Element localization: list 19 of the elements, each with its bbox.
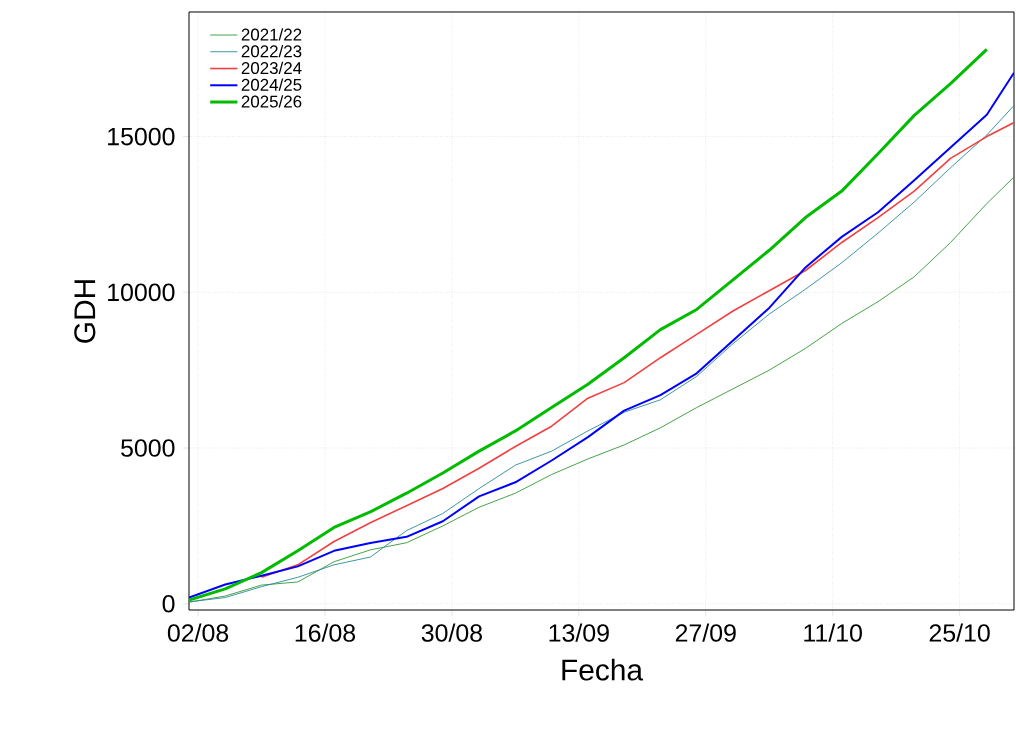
x-tick-label: 11/10 — [804, 623, 862, 642]
x-tick-label: 25/10 — [929, 623, 990, 642]
x-tick-label: 16/08 — [295, 623, 356, 642]
legend-label: 2024/25 — [241, 78, 302, 91]
x-tick-label: 30/08 — [421, 623, 482, 642]
x-axis-title: Fecha — [562, 658, 644, 681]
y-tick-label: 15000 — [108, 127, 175, 146]
legend-label: 2023/24 — [241, 61, 302, 75]
legend-label: 2025/26 — [241, 95, 302, 108]
x-tick-label: 13/09 — [549, 623, 609, 642]
legend-label: 2021/22 — [241, 28, 302, 41]
x-tick-label: 02/08 — [167, 623, 229, 642]
line-series — [260, 121, 1015, 579]
y-tick-label: 0 — [162, 594, 175, 613]
y-tick-label: 10000 — [108, 283, 175, 302]
legend-label: 2022/23 — [241, 44, 302, 58]
x-tick-label: 27/09 — [675, 623, 736, 642]
y-tick-label: 5000 — [121, 439, 175, 457]
y-axis-title: GDH — [74, 280, 96, 343]
